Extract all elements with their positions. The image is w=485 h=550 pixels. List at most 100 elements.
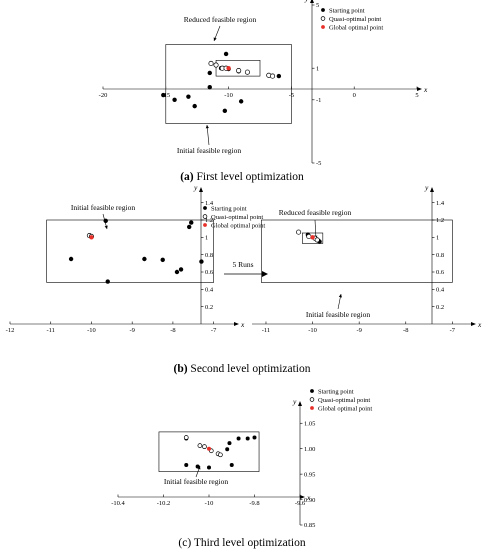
- quasi-optimal-point: [208, 60, 214, 67]
- x-tick-label: 0: [353, 92, 356, 99]
- starting-point: [222, 108, 228, 114]
- starting-point: [199, 259, 204, 264]
- runs-arrow-head: [262, 271, 268, 277]
- starting-point: [105, 279, 110, 284]
- annotation-arrow-head: [213, 37, 217, 41]
- y-axis-label: y: [292, 397, 297, 406]
- x-tick-label: -10: [205, 500, 214, 507]
- legend-label: Global optimal point: [318, 405, 372, 412]
- y-axis-arrow: [199, 187, 203, 192]
- legend-label: Global optimal point: [211, 222, 265, 229]
- starting-point: [223, 51, 229, 57]
- legend-label: Global optimal point: [329, 24, 383, 31]
- y-tick-label: -5: [316, 160, 321, 167]
- starting-point: [174, 269, 180, 275]
- y-tick-label: 1.4: [436, 200, 445, 207]
- legend-marker-quasi: [320, 16, 326, 21]
- quasi-optimal-point: [296, 229, 302, 235]
- x-axis-arrow: [471, 322, 476, 326]
- starting-point: [103, 218, 108, 224]
- y-tick-label: 1.2: [436, 217, 444, 224]
- starting-point: [160, 257, 165, 263]
- annotation-label: Reduced feasible region: [279, 208, 352, 217]
- y-tick-label: 1: [205, 235, 208, 242]
- x-tick-label: -10: [308, 327, 317, 334]
- y-tick-label: 0.95: [304, 471, 315, 478]
- starting-point: [276, 73, 282, 79]
- chart-c: x y -10.4 -10.2 -10 -9.8 -9.6 1.05 1.00 0.95 0.90 0…: [111, 388, 372, 529]
- x-axis-arrow: [417, 87, 422, 91]
- starting-point: [187, 224, 192, 230]
- x-tick-label: -8: [403, 327, 408, 334]
- legend-label: Starting point: [329, 7, 365, 14]
- global-optimal-point: [207, 446, 211, 451]
- y-tick-label: 1.05: [304, 420, 315, 427]
- legend-label: Quasi-optimal point: [318, 397, 370, 404]
- starting-point: [142, 256, 147, 262]
- annotation-arrow-head: [205, 125, 209, 129]
- y-tick-label: 0.8: [205, 252, 213, 259]
- y-axis-label: y: [424, 183, 429, 192]
- legend-marker-starting: [203, 206, 207, 210]
- x-tick-label: -7: [450, 327, 456, 334]
- x-axis-label: x: [306, 493, 311, 502]
- starting-point: [178, 267, 184, 272]
- starting-point: [236, 436, 241, 441]
- x-axis-arrow: [234, 322, 239, 326]
- region-initial: [158, 431, 260, 472]
- annotation-arrow: [206, 124, 210, 146]
- starting-point: [207, 84, 212, 90]
- x-axis-label: x: [423, 85, 428, 94]
- global-optimal-point: [89, 235, 94, 240]
- region-initial: [261, 219, 453, 283]
- starting-point: [195, 464, 200, 469]
- y-tick-label: 1.00: [304, 446, 315, 453]
- x-axis-arrow: [300, 495, 305, 499]
- y-axis-arrow: [298, 401, 302, 406]
- legend-label: Starting point: [211, 205, 247, 212]
- x-tick-label: -10: [224, 92, 233, 99]
- region-initial: [46, 219, 214, 283]
- starting-point: [68, 256, 74, 262]
- x-tick-label: 5: [415, 92, 418, 99]
- global-optimal-point: [310, 235, 315, 240]
- legend-marker-starting: [310, 389, 314, 393]
- x-tick-label: -10.4: [111, 500, 125, 507]
- annotation-label: Initial feasible region: [306, 310, 370, 319]
- quasi-optimal-point: [306, 233, 312, 240]
- starting-point: [161, 92, 166, 98]
- x-tick-label: -8: [170, 327, 175, 334]
- legend-marker-quasi: [309, 397, 315, 402]
- legend-marker-global: [203, 223, 207, 227]
- x-tick-label: -9: [129, 327, 134, 334]
- y-tick-label: 1: [436, 235, 439, 242]
- annotation-label: Initial feasible region: [164, 477, 228, 486]
- x-tick-label: -10.2: [157, 500, 171, 507]
- y-axis-arrow: [310, 0, 314, 3]
- quasi-optimal-point: [202, 444, 207, 450]
- region-reduced: [302, 232, 324, 244]
- legend-label: Starting point: [318, 388, 354, 395]
- starting-point: [192, 103, 197, 109]
- starting-point: [229, 462, 234, 467]
- runs-label: 5 Runs: [232, 260, 253, 269]
- y-tick-label: 0.6: [436, 269, 445, 276]
- y-tick-label: 0.8: [436, 252, 444, 259]
- x-tick-label: -11: [262, 327, 270, 334]
- caption-c: (c) Third level optimization: [178, 537, 305, 549]
- annotation-label: Reduced feasible region: [184, 15, 257, 24]
- global-optimal-point: [226, 66, 231, 71]
- x-tick-label: -9.8: [249, 500, 259, 507]
- starting-point: [227, 441, 232, 446]
- quasi-optimal-point: [213, 62, 219, 68]
- y-tick-label: 1: [316, 65, 319, 72]
- starting-point: [172, 97, 177, 103]
- y-tick-label: 5: [316, 2, 319, 9]
- runs-arrow: 5 Runs: [224, 260, 268, 277]
- chart-b-left: x y -12 -11 -10 -9 -8 -7 0.2 0.4 0.6 0.8 1 1.2 1.4 Init…: [6, 183, 266, 334]
- quasi-optimal-point: [218, 452, 223, 458]
- quasi-optimal-point: [183, 435, 189, 440]
- annotation-label: Initial feasible region: [177, 146, 241, 155]
